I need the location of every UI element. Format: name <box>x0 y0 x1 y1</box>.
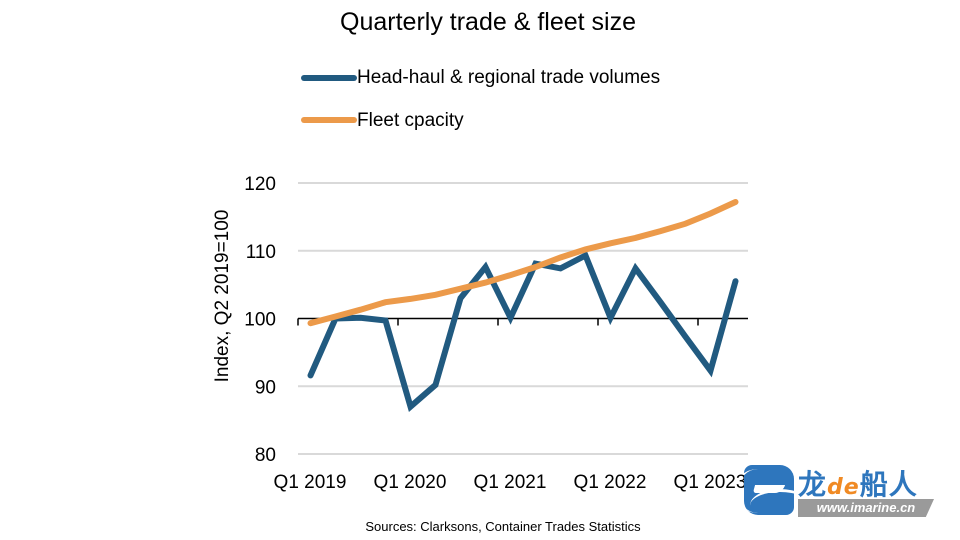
x-tick-label: Q1 2022 <box>574 472 647 493</box>
chart-title: Quarterly trade & fleet size <box>340 8 636 36</box>
brand-part-3: 船人 <box>859 468 918 501</box>
brand-part-1: 龙 <box>798 468 828 501</box>
y-tick-label-110: 110 <box>246 242 276 263</box>
legend: Head-haul & regional trade volumes Fleet… <box>301 67 660 131</box>
y-tick-label-90: 90 <box>255 377 276 398</box>
y-tick-label-80: 80 <box>255 445 276 466</box>
watermark-brand: 龙de船人 <box>798 463 918 503</box>
series-line-fleet-capacity <box>307 199 739 327</box>
watermark: 龙de船人 www.imarine.cn <box>742 463 938 519</box>
y-tick-labels: 80 90 100 110 120 <box>244 174 276 466</box>
ship-logo-icon <box>744 465 794 515</box>
y-tick-label-120: 120 <box>244 174 276 195</box>
series-lines <box>307 199 739 412</box>
watermark-url: www.imarine.cn <box>798 499 934 517</box>
series-line-trade-volumes <box>307 251 739 412</box>
legend-label-trade: Head-haul & regional trade volumes <box>357 67 660 88</box>
x-tick-label: Q1 2021 <box>474 472 547 493</box>
y-tick-label-100: 100 <box>244 310 276 331</box>
brand-part-2: de <box>827 475 860 500</box>
gridlines <box>298 182 748 455</box>
x-tick-label: Q1 2020 <box>374 472 447 493</box>
x-tick-label: Q1 2019 <box>274 472 347 493</box>
source-note: Sources: Clarksons, Container Trades Sta… <box>365 519 641 534</box>
x-tick-label: Q1 2023 <box>674 472 747 493</box>
x-tick-labels: Q1 2019 Q1 2020 Q1 2021 Q1 2022 Q1 2023 <box>274 472 747 493</box>
y-axis-title: Index, Q2 2019=100 <box>212 210 233 383</box>
legend-label-fleet: Fleet cpacity <box>357 110 464 131</box>
